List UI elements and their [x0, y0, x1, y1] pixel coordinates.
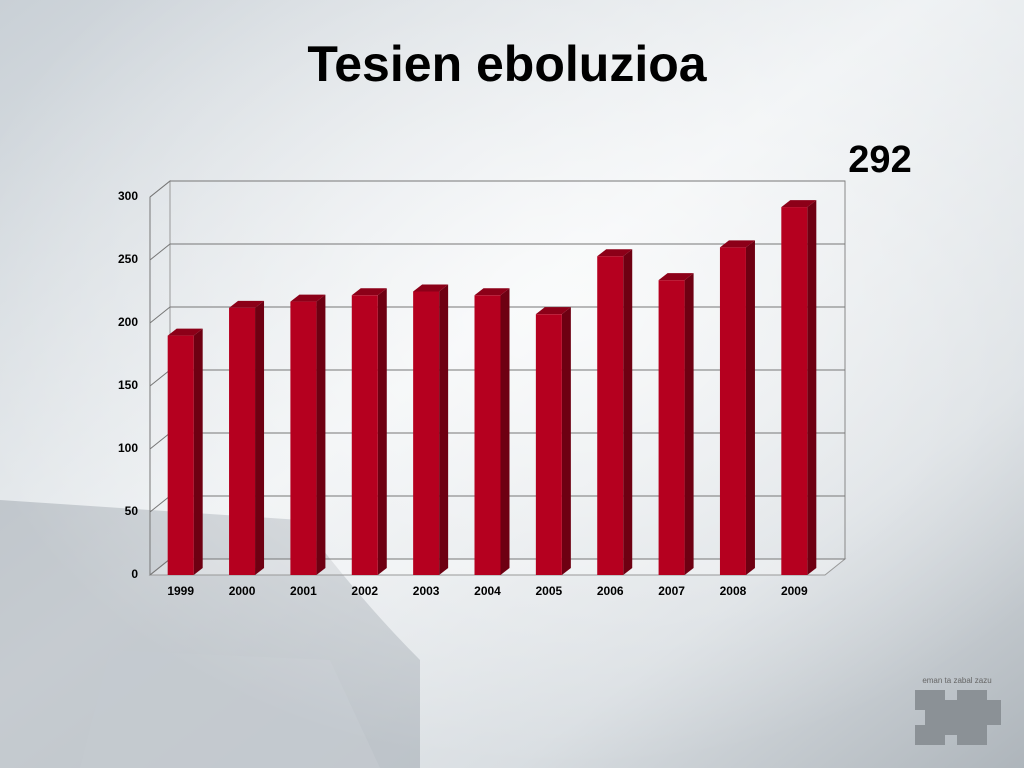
bar-top — [290, 294, 326, 302]
logo-text: eman ta zabal zazu — [922, 676, 991, 685]
y-tick-label: 150 — [118, 378, 138, 392]
bar — [229, 307, 256, 575]
bar-top — [781, 200, 817, 208]
bar — [167, 335, 194, 575]
grid-line — [149, 180, 845, 198]
bar-top — [413, 284, 449, 292]
bar — [351, 295, 378, 575]
bar-side — [807, 200, 817, 575]
bar-side — [316, 294, 326, 575]
bar — [474, 295, 501, 575]
x-tick-label: 2009 — [781, 584, 808, 598]
bar-top — [474, 288, 510, 296]
bar-top — [535, 307, 571, 315]
x-tick-label: 2001 — [290, 584, 317, 598]
y-tick-label: 200 — [118, 315, 138, 329]
x-tick-label: 2006 — [597, 584, 624, 598]
x-tick-label: 1999 — [167, 584, 194, 598]
bar — [781, 207, 808, 575]
logo: eman ta zabal zazu — [915, 676, 1001, 745]
y-tick-label: 250 — [118, 252, 138, 266]
bar-side — [623, 249, 633, 575]
bar-side — [684, 273, 694, 575]
bar — [597, 256, 624, 575]
x-tick-label: 2007 — [658, 584, 685, 598]
y-tick-label: 50 — [125, 504, 139, 518]
bar — [413, 291, 440, 575]
logo-shape — [915, 690, 1001, 745]
grid-line — [149, 243, 845, 261]
bar-top — [229, 300, 265, 308]
bar-side — [439, 284, 449, 575]
y-tick-label: 0 — [131, 567, 138, 581]
bar-top — [167, 328, 203, 336]
x-tick-label: 2004 — [474, 584, 501, 598]
bar-side — [561, 307, 571, 575]
bar-top — [351, 288, 387, 296]
bar — [290, 301, 317, 575]
bar-side — [745, 240, 755, 575]
annotation: 292 — [848, 139, 911, 181]
bar — [535, 314, 562, 575]
y-tick-label: 300 — [118, 189, 138, 203]
bar-side — [255, 300, 265, 575]
x-tick-label: 2002 — [351, 584, 378, 598]
x-tick-label: 2003 — [413, 584, 440, 598]
bar-side — [377, 288, 387, 575]
bar-top — [597, 249, 633, 257]
bar — [658, 280, 685, 575]
x-tick-label: 2008 — [720, 584, 747, 598]
bar — [719, 247, 746, 575]
bar-top — [658, 273, 694, 281]
bar-top — [719, 240, 755, 248]
title: Tesien eboluzioa — [307, 36, 707, 92]
chart: 0 50 100 150 200 250 300 1999 2000 2001 2002 2003 20… — [118, 179, 847, 598]
bar-side — [500, 288, 510, 575]
x-tick-label: 2000 — [229, 584, 256, 598]
y-tick-label: 100 — [118, 441, 138, 455]
x-tick-label: 2005 — [536, 584, 563, 598]
bar-side — [193, 328, 203, 575]
